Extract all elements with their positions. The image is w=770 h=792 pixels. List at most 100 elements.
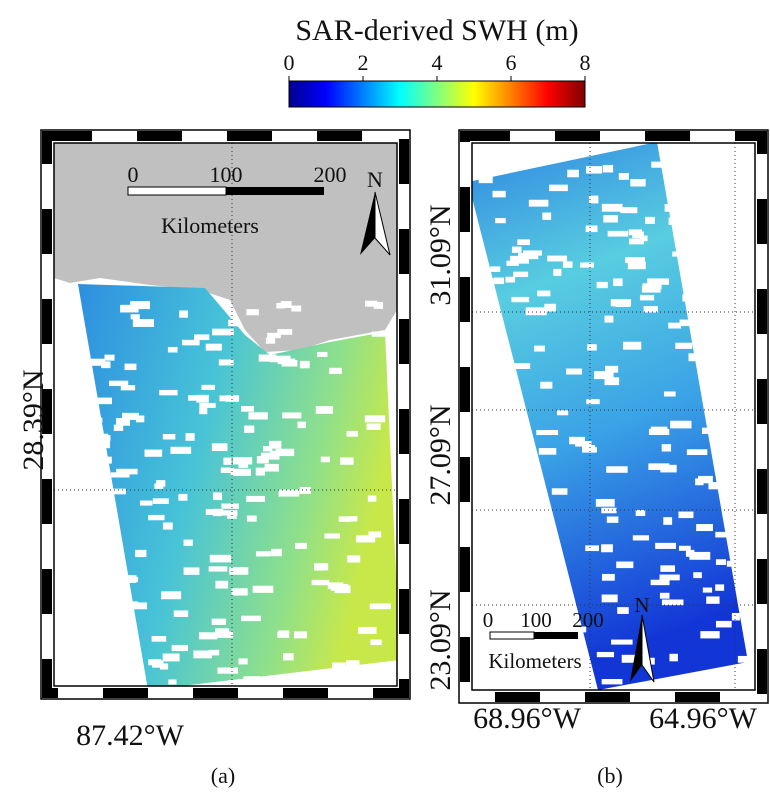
gap <box>88 514 107 522</box>
colorbar-title: SAR-derived SWH (m) <box>295 14 578 47</box>
gap <box>113 424 124 431</box>
gap <box>547 586 567 594</box>
lat-label: 23.09°N <box>424 589 457 690</box>
gap <box>601 544 613 553</box>
gap <box>295 542 307 549</box>
gap <box>277 329 293 335</box>
gap <box>476 262 486 268</box>
gap <box>604 377 620 386</box>
gap <box>686 449 708 456</box>
gap <box>299 360 310 369</box>
gap <box>162 522 173 530</box>
gap <box>628 238 644 245</box>
gap <box>715 620 732 628</box>
gap <box>87 358 106 366</box>
panel-caption: (b) <box>597 763 623 788</box>
gap <box>179 310 189 318</box>
gap <box>525 503 537 510</box>
gap <box>490 542 500 550</box>
gap <box>120 304 139 313</box>
lon-label: 87.42°W <box>76 719 184 752</box>
gap <box>655 542 676 549</box>
lat-label: 27.09°N <box>424 404 457 505</box>
gap <box>218 359 234 366</box>
gap <box>524 654 543 661</box>
gap <box>217 667 238 674</box>
gap <box>255 551 271 557</box>
gap <box>329 367 342 375</box>
lon-label: 64.96°W <box>649 702 757 735</box>
gap <box>181 339 200 346</box>
gap <box>516 477 526 483</box>
scale-label: 100 <box>520 608 552 632</box>
gap <box>243 676 261 684</box>
gap <box>212 328 234 336</box>
gap <box>276 302 285 309</box>
gap <box>332 662 346 669</box>
gap <box>95 433 109 442</box>
gap <box>328 674 348 680</box>
gap <box>538 448 557 455</box>
gap <box>733 254 744 260</box>
gap <box>635 509 646 516</box>
gap <box>647 278 670 285</box>
gap <box>523 577 533 584</box>
gap <box>97 397 112 405</box>
gap <box>81 671 98 678</box>
gap <box>193 650 212 659</box>
gap <box>255 467 265 476</box>
gap <box>639 235 648 242</box>
gap <box>269 440 282 449</box>
gap <box>103 634 113 641</box>
gap <box>238 658 248 665</box>
gap <box>661 599 684 606</box>
gap <box>271 548 282 557</box>
gap <box>585 545 600 552</box>
scale-bar <box>226 187 324 195</box>
gap <box>585 166 603 174</box>
gap <box>524 670 537 679</box>
gap <box>216 510 238 516</box>
gap <box>734 500 750 507</box>
scale-label: 100 <box>210 162 243 187</box>
gap <box>621 654 641 663</box>
gap <box>280 301 292 308</box>
gap <box>201 384 215 390</box>
gap <box>588 195 599 204</box>
gap <box>738 176 755 183</box>
gap <box>692 288 714 295</box>
gap <box>212 508 222 517</box>
gap <box>244 425 255 433</box>
gap <box>562 261 573 268</box>
gap <box>291 305 302 312</box>
swath <box>78 284 397 686</box>
gap <box>668 217 688 225</box>
gap <box>252 585 274 593</box>
gap <box>232 457 253 465</box>
gap <box>194 334 210 341</box>
gap <box>601 203 623 212</box>
gap <box>220 467 235 473</box>
gap <box>131 674 146 681</box>
gap <box>320 456 330 463</box>
gap <box>682 294 693 302</box>
gap <box>499 553 518 560</box>
gap <box>696 524 713 532</box>
gap <box>604 315 614 323</box>
gap <box>497 343 508 351</box>
gap <box>131 602 148 610</box>
gap <box>685 549 695 557</box>
gap <box>678 545 691 551</box>
gap <box>135 415 145 423</box>
gap <box>330 583 349 591</box>
gap <box>715 531 735 538</box>
gap <box>246 309 259 316</box>
gap <box>115 621 136 629</box>
gap <box>258 354 277 362</box>
gap <box>370 639 382 646</box>
colorbar-tick-label: 0 <box>284 50 295 75</box>
gap <box>586 399 600 405</box>
gap <box>188 395 200 401</box>
gap <box>159 389 178 396</box>
gap <box>668 322 682 329</box>
